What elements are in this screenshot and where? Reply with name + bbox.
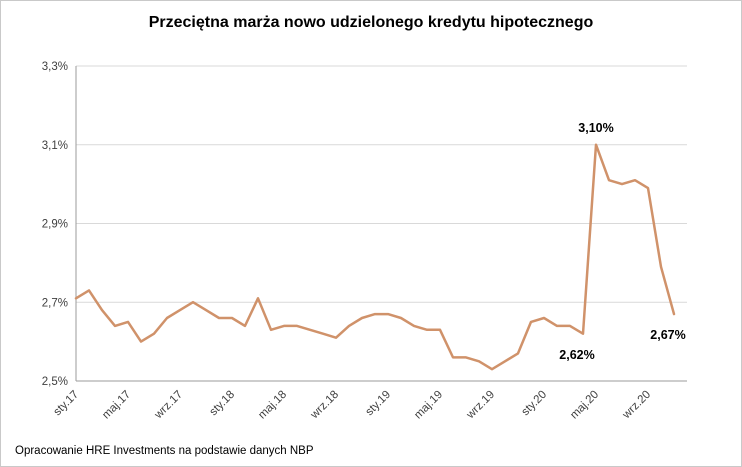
source-note: Opracowanie HRE Investments na podstawie…: [15, 445, 314, 457]
x-axis-tick-label: sty.18: [208, 389, 238, 419]
x-axis-tick-label: wrz.17: [152, 389, 185, 422]
y-axis-tick-label: 2,9%: [42, 219, 68, 231]
x-axis-tick-label: wrz.19: [464, 389, 497, 422]
y-axis-tick-label: 3,3%: [42, 61, 68, 73]
y-axis-tick-label: 2,7%: [42, 297, 68, 309]
x-axis-tick-label: maj.17: [100, 389, 133, 422]
x-axis-tick-label: maj.19: [412, 389, 445, 422]
data-label: 2,62%: [559, 348, 594, 362]
data-series-line: [74, 143, 676, 371]
x-axis-tick-label: maj.20: [568, 389, 601, 422]
x-axis-tick-label: sty.17: [52, 389, 82, 419]
chart-title: Przeciętna marża nowo udzielonego kredyt…: [148, 14, 594, 31]
y-axis-tick-label: 2,5%: [42, 376, 68, 388]
x-axis-tick-label: sty.19: [364, 389, 394, 419]
x-axis-tick-label: wrz.20: [620, 389, 653, 422]
x-axis-tick-label: sty.20: [520, 389, 550, 419]
data-label: 2,67%: [650, 328, 685, 342]
x-axis-tick-label: wrz.18: [308, 389, 341, 422]
y-axis-tick-label: 3,1%: [42, 140, 68, 152]
data-label: 3,10%: [578, 121, 613, 135]
x-axis-tick-label: maj.18: [256, 389, 289, 422]
